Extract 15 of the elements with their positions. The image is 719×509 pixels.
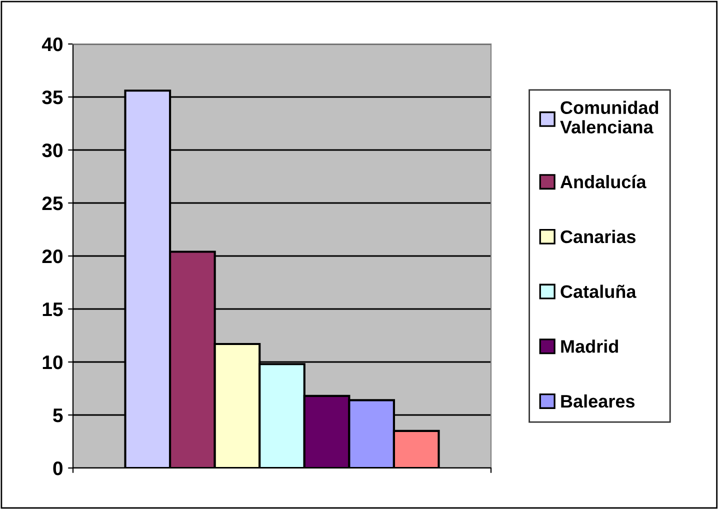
y-tick-label: 35 xyxy=(42,90,63,104)
legend-label: Baleares xyxy=(561,394,635,408)
y-tick-label: 30 xyxy=(42,143,62,158)
y-tick-label: 25 xyxy=(42,196,63,210)
y-tick-label: 10 xyxy=(42,355,62,370)
legend-label: Canarias xyxy=(560,230,636,244)
y-tick-label: 0 xyxy=(53,461,62,476)
y-tick-label: 20 xyxy=(42,249,62,264)
legend-label: Cataluña xyxy=(560,284,636,298)
y-tick-label: 5 xyxy=(53,408,63,422)
y-tick-label: 15 xyxy=(42,302,63,316)
legend-label: Comunidad Valenciana xyxy=(560,100,658,134)
legend-label: Madrid xyxy=(561,340,618,353)
y-tick-label: 40 xyxy=(42,37,62,52)
legend-label: Andalucía xyxy=(560,174,646,188)
